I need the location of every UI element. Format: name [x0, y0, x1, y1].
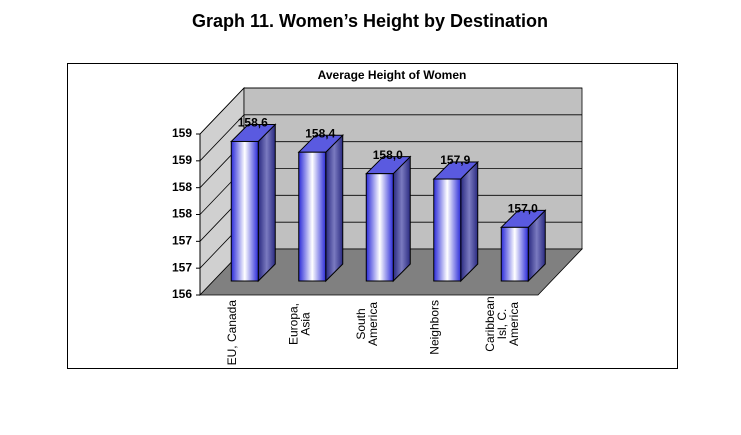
value-label: 157,9 [440, 153, 470, 167]
value-label: 157,0 [508, 202, 538, 216]
x-tick-label: Isl, C. [495, 309, 509, 340]
value-label: 158,0 [373, 148, 403, 162]
y-tick-label: 157 [172, 234, 192, 248]
grid-line [199, 87, 245, 135]
bar-side [325, 133, 344, 283]
x-tick-label: America [366, 302, 380, 346]
x-tick-label: South [354, 308, 368, 339]
y-tick-label: 157 [172, 260, 192, 274]
value-label: 158,6 [238, 116, 268, 130]
y-tick-label: 159 [172, 126, 192, 140]
x-tick-label: Neighbors [427, 300, 441, 355]
x-tick-label: EU, Canada [225, 300, 239, 366]
bar [500, 226, 529, 282]
y-tick-label: 158 [172, 207, 192, 221]
bar [230, 140, 259, 282]
bar-side [257, 123, 276, 283]
bar-side [392, 155, 411, 283]
page-title: Graph 11. Women’s Height by Destination [192, 11, 548, 31]
y-tick-label: 156 [172, 287, 192, 301]
value-label: 158,4 [305, 126, 335, 140]
grid-line [199, 114, 245, 162]
bar-side [460, 160, 479, 283]
y-tick-label: 158 [172, 180, 192, 194]
bar [365, 173, 394, 282]
x-tick-label: Europa, [286, 303, 300, 345]
bar [433, 178, 462, 282]
x-tick-label: Asia [298, 312, 312, 336]
bar [298, 151, 327, 282]
x-tick-label: America [507, 302, 521, 346]
y-tick-label: 159 [172, 153, 192, 167]
x-tick-label: Caribbean [483, 296, 497, 351]
chart-title: Average Height of Women [318, 68, 467, 82]
